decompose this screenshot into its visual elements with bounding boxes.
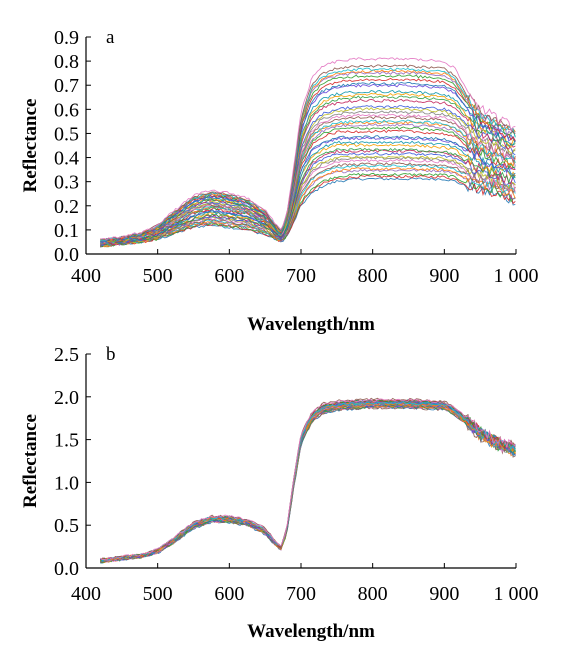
x-tick-label: 500	[143, 265, 173, 287]
spectrum-line	[100, 89, 516, 243]
panel-label: b	[106, 344, 116, 365]
y-tick-label: 0.3	[54, 172, 79, 194]
x-tick-label: 700	[286, 265, 316, 287]
spectrum-line	[100, 143, 516, 246]
spectrum-line	[100, 81, 516, 243]
spectrum-line	[100, 67, 516, 242]
x-tick-label: 1 000	[494, 265, 539, 287]
y-tick-label: 0.5	[54, 123, 79, 145]
x-tick-label: 600	[214, 583, 244, 605]
x-tick-label: 800	[358, 265, 388, 287]
spectrum-line	[100, 98, 516, 243]
x-tick-label: 400	[71, 265, 101, 287]
x-tick-label: 800	[358, 583, 388, 605]
x-tick-label: 700	[286, 583, 316, 605]
spectrum-line	[100, 113, 516, 244]
spectrum-line	[100, 110, 516, 244]
y-tick-label: 0.7	[54, 75, 79, 97]
spectrum-line	[100, 177, 516, 248]
x-axis-title: Wavelength/nm	[247, 621, 375, 642]
chart-panel-b: 400 500 600 700 800 900 1 000 0.0 0.5 1.0 1.5 2.0 2.…	[20, 344, 539, 642]
spectrum-line	[100, 74, 516, 242]
x-tick-label: 500	[143, 583, 173, 605]
x-axis-title: Wavelength/nm	[247, 314, 375, 335]
y-tick-label: 0.2	[54, 196, 79, 218]
x-tick-label: 600	[214, 265, 244, 287]
y-tick-label: 1.5	[54, 430, 79, 452]
x-tick-label: 400	[71, 583, 101, 605]
spectrum-line	[100, 172, 516, 248]
y-axis-title: Reflectance	[20, 99, 41, 193]
y-tick-label: 0.0	[54, 558, 79, 580]
y-axis-title: Reflectance	[20, 414, 41, 508]
panel-label: a	[106, 27, 115, 48]
y-tick-label: 0.8	[54, 51, 79, 73]
y-tick-label: 2.0	[54, 387, 79, 409]
y-tick-label: 0.9	[54, 27, 79, 49]
spectrum-line	[100, 57, 516, 241]
spectrum-line	[100, 404, 516, 562]
x-tick-label: 900	[429, 583, 459, 605]
spectrum-line	[100, 135, 516, 245]
spectra-lines	[99, 57, 516, 248]
y-tick-label: 0.5	[54, 515, 79, 537]
spectra-lines	[99, 397, 516, 564]
spectrum-line	[99, 149, 516, 247]
chart-panel-a: 400 500 600 700 800 900 1 000 0.00.10.20.30.4 0.…	[20, 27, 539, 335]
y-tick-label: 2.5	[54, 344, 79, 366]
y-tick-label: 1.0	[54, 472, 79, 494]
spectrum-line	[100, 64, 516, 240]
x-tick-label: 1 000	[494, 583, 539, 605]
spectrum-line	[100, 167, 516, 248]
y-tick-label: 0.1	[54, 220, 79, 242]
spectrum-line	[100, 398, 516, 561]
x-tick-label: 900	[429, 265, 459, 287]
spectrum-line	[99, 405, 516, 563]
y-tick-label: 0.6	[54, 99, 79, 121]
y-tick-label: 0.4	[54, 148, 79, 170]
y-tick-label: 0.0	[54, 244, 79, 266]
spectrum-line	[100, 147, 516, 246]
spectrum-line	[100, 162, 516, 248]
